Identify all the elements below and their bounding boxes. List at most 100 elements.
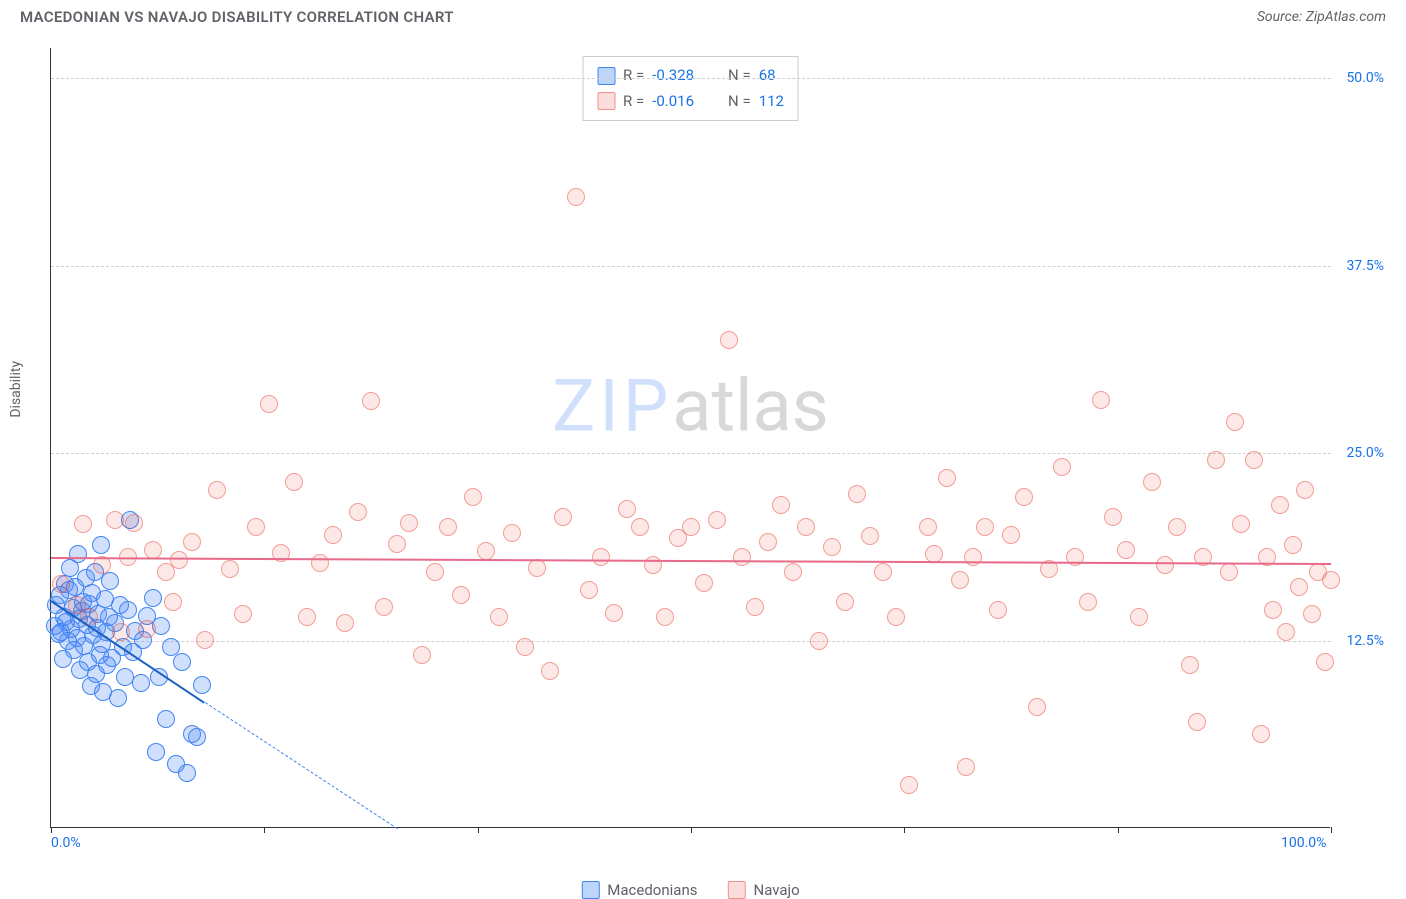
scatter-point-navajo	[362, 392, 380, 410]
scatter-point-navajo	[503, 524, 521, 542]
xtick-label: 100.0%	[1281, 835, 1326, 851]
scatter-point-navajo	[733, 548, 751, 566]
scatter-point-navajo	[490, 608, 508, 626]
scatter-point-navajo	[836, 593, 854, 611]
scatter-point-navajo	[1181, 656, 1199, 674]
scatter-point-navajo	[1322, 571, 1340, 589]
scatter-point-navajo	[1156, 556, 1174, 574]
scatter-point-macedonians	[173, 653, 191, 671]
scatter-point-navajo	[554, 508, 572, 526]
scatter-point-navajo	[234, 605, 252, 623]
r-label: R =	[623, 63, 644, 89]
scatter-point-macedonians	[178, 764, 196, 782]
scatter-point-navajo	[349, 503, 367, 521]
xtick-mark	[904, 827, 905, 833]
xtick-mark	[264, 827, 265, 833]
scatter-point-navajo	[112, 623, 130, 641]
scatter-point-navajo	[164, 593, 182, 611]
scatter-point-navajo	[1130, 608, 1148, 626]
scatter-point-navajo	[324, 526, 342, 544]
scatter-point-navajo	[221, 560, 239, 578]
scatter-point-navajo	[439, 518, 457, 536]
scatter-point-navajo	[695, 574, 713, 592]
scatter-point-navajo	[1053, 458, 1071, 476]
scatter-point-navajo	[1002, 526, 1020, 544]
grid-line	[51, 78, 1331, 79]
scatter-point-navajo	[989, 601, 1007, 619]
stats-legend: R = -0.328 N = 68 R = -0.016 N = 112	[582, 56, 799, 121]
scatter-point-navajo	[1092, 391, 1110, 409]
scatter-point-navajo	[1245, 451, 1263, 469]
chart-container: Disability ZIPatlas R = -0.328 N = 68 R …	[50, 48, 1386, 828]
r-value-a: -0.328	[652, 63, 694, 89]
swatch-navajo	[597, 92, 615, 110]
grid-line	[51, 641, 1331, 642]
scatter-point-navajo	[1226, 413, 1244, 431]
scatter-point-navajo	[208, 481, 226, 499]
scatter-point-navajo	[592, 548, 610, 566]
r-label: R =	[623, 89, 644, 115]
scatter-point-macedonians	[144, 589, 162, 607]
watermark-part1: ZIP	[552, 364, 672, 449]
scatter-point-navajo	[125, 514, 143, 532]
scatter-point-navajo	[298, 608, 316, 626]
scatter-point-macedonians	[101, 572, 119, 590]
scatter-point-navajo	[1284, 536, 1302, 554]
scatter-point-navajo	[708, 511, 726, 529]
swatch-navajo-icon	[727, 881, 745, 899]
scatter-point-navajo	[388, 535, 406, 553]
legend-item-b: Navajo	[727, 881, 799, 899]
plot-area: ZIPatlas R = -0.328 N = 68 R = -0.016 N …	[50, 48, 1330, 828]
scatter-point-navajo	[919, 518, 937, 536]
xtick-mark	[1118, 827, 1119, 833]
swatch-macedonians	[597, 67, 615, 85]
scatter-point-navajo	[874, 563, 892, 581]
scatter-point-navajo	[464, 488, 482, 506]
scatter-point-navajo	[138, 620, 156, 638]
scatter-point-navajo	[797, 518, 815, 536]
scatter-point-navajo	[1104, 508, 1122, 526]
scatter-point-navajo	[375, 598, 393, 616]
ytick-label: 50.0%	[1346, 70, 1384, 86]
xtick-mark	[478, 827, 479, 833]
series-legend: Macedonians Navajo	[581, 881, 799, 899]
chart-title: MACEDONIAN VS NAVAJO DISABILITY CORRELAT…	[20, 8, 454, 26]
scatter-point-navajo	[183, 533, 201, 551]
scatter-point-navajo	[1143, 473, 1161, 491]
scatter-point-navajo	[170, 551, 188, 569]
xtick-mark	[51, 827, 52, 833]
scatter-point-navajo	[618, 500, 636, 518]
scatter-point-navajo	[74, 515, 92, 533]
scatter-point-navajo	[336, 614, 354, 632]
scatter-point-macedonians	[193, 676, 211, 694]
scatter-point-navajo	[452, 586, 470, 604]
source-attribution: Source: ZipAtlas.com	[1257, 9, 1386, 25]
scatter-point-navajo	[848, 485, 866, 503]
scatter-point-navajo	[772, 496, 790, 514]
scatter-point-navajo	[1232, 515, 1250, 533]
scatter-point-navajo	[759, 533, 777, 551]
scatter-point-navajo	[1303, 605, 1321, 623]
scatter-point-macedonians	[119, 601, 137, 619]
scatter-point-navajo	[720, 331, 738, 349]
scatter-point-navajo	[1168, 518, 1186, 536]
n-value-a: 68	[759, 63, 776, 89]
scatter-point-macedonians	[109, 689, 127, 707]
scatter-point-navajo	[1028, 698, 1046, 716]
scatter-point-navajo	[1188, 713, 1206, 731]
stats-row-a: R = -0.328 N = 68	[597, 63, 784, 89]
scatter-point-navajo	[1117, 541, 1135, 559]
scatter-point-macedonians	[188, 728, 206, 746]
scatter-point-navajo	[1277, 623, 1295, 641]
scatter-point-macedonians	[92, 536, 110, 554]
grid-line	[51, 266, 1331, 267]
r-value-b: -0.016	[652, 89, 694, 115]
scatter-point-navajo	[541, 662, 559, 680]
scatter-point-navajo	[938, 469, 956, 487]
xtick-label: 0.0%	[51, 835, 81, 851]
scatter-point-navajo	[567, 188, 585, 206]
scatter-point-navajo	[426, 563, 444, 581]
ytick-label: 37.5%	[1346, 258, 1384, 274]
ytick-label: 25.0%	[1346, 445, 1384, 461]
scatter-point-navajo	[746, 598, 764, 616]
